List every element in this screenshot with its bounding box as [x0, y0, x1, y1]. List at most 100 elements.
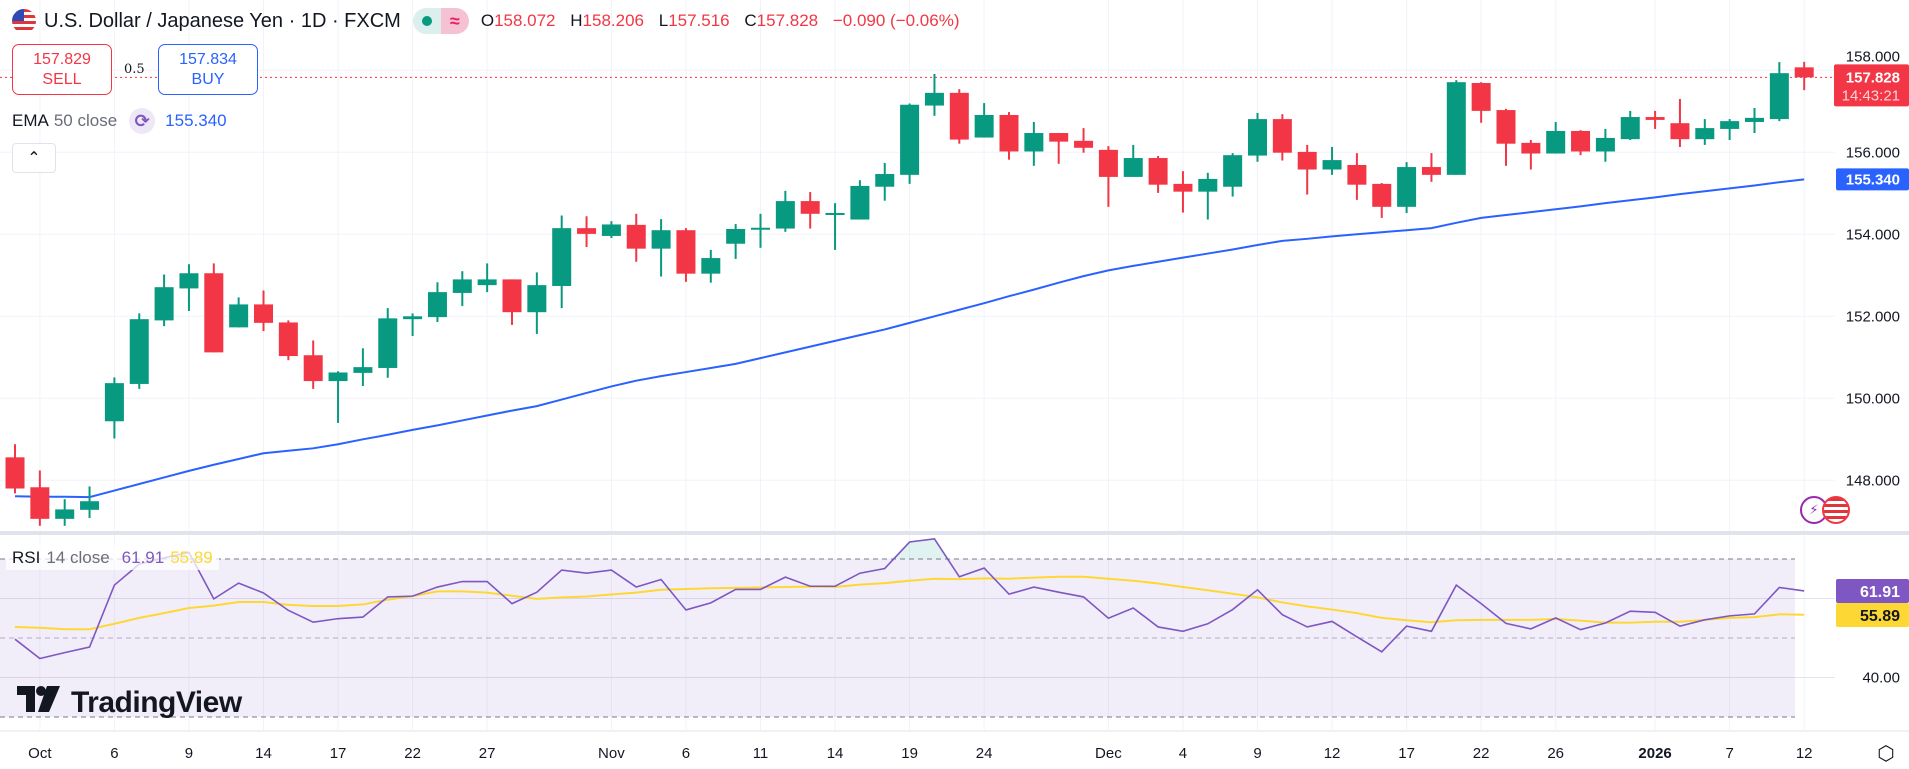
- candle-body: [1670, 123, 1690, 140]
- pane-separator: [0, 531, 1909, 535]
- candle-body: [1098, 149, 1118, 177]
- buy-price: 157.834: [179, 50, 237, 68]
- candle: [527, 272, 547, 334]
- symbol-title[interactable]: U.S. Dollar / Japanese Yen · 1D · FXCM: [44, 9, 401, 32]
- candle: [552, 215, 572, 309]
- market-status-badge[interactable]: ≈: [412, 8, 469, 34]
- candle-body: [1074, 140, 1094, 148]
- candle: [701, 249, 721, 283]
- open-label: O: [480, 11, 495, 30]
- candle: [601, 221, 621, 238]
- candle-body: [900, 104, 920, 175]
- candle: [129, 313, 149, 389]
- settings-icon[interactable]: ⬡: [1877, 742, 1895, 765]
- rsi-value-label: 61.91: [1860, 584, 1900, 601]
- high-value: 158.206: [582, 11, 644, 30]
- candle-body: [353, 367, 373, 373]
- candle-body: [875, 174, 895, 187]
- candle: [1198, 172, 1218, 220]
- last-price-label-bg: [1834, 64, 1909, 107]
- candle-body: [1521, 142, 1541, 154]
- time-tick-label: 17: [330, 745, 347, 762]
- candle: [1173, 171, 1193, 213]
- candle: [1546, 121, 1566, 154]
- candle-body: [626, 224, 646, 249]
- candle: [427, 282, 447, 323]
- candle: [1049, 133, 1069, 164]
- candle-body: [5, 457, 25, 489]
- candle: [1595, 128, 1615, 162]
- tradingview-logo[interactable]: TradingView: [17, 686, 242, 720]
- candle-body: [1049, 133, 1069, 142]
- tradingview-logo-text: TradingView: [71, 686, 242, 719]
- time-tick-label: 14: [255, 745, 272, 762]
- candle: [5, 444, 25, 494]
- candle: [974, 103, 994, 138]
- rsi-name: RSI: [12, 548, 41, 567]
- time-tick-label: 19: [901, 745, 918, 762]
- candle: [1347, 153, 1367, 200]
- collapse-legend-button[interactable]: ⌃: [12, 143, 56, 173]
- candle-body: [129, 319, 149, 384]
- candle: [502, 279, 522, 325]
- ema-legend[interactable]: EMA 50 close ⟳ 155.340: [12, 108, 227, 134]
- candle-body: [204, 273, 224, 353]
- price-tick-label: 158.000: [1846, 48, 1900, 65]
- time-tick-label: 22: [404, 745, 421, 762]
- ema-price-label: 155.340: [1846, 171, 1900, 188]
- time-tick-label: 24: [976, 745, 993, 762]
- candle: [1248, 112, 1267, 162]
- candle-body: [1024, 133, 1044, 152]
- ema-series: [14, 178, 1805, 499]
- candle: [204, 263, 224, 353]
- candle: [328, 371, 348, 423]
- candle-body: [1471, 83, 1491, 111]
- candle: [1695, 119, 1715, 145]
- candle: [278, 320, 298, 361]
- candle-body: [328, 372, 348, 382]
- green-dot-icon: [412, 8, 441, 34]
- candle: [924, 73, 944, 116]
- candle-body: [601, 224, 621, 236]
- candle: [1745, 108, 1764, 134]
- candle: [353, 348, 373, 386]
- candle-body: [726, 228, 746, 244]
- candle-body: [1173, 183, 1193, 192]
- rsi-value: 61.91: [121, 548, 165, 567]
- candle-body: [1571, 130, 1591, 152]
- buy-button[interactable]: 157.834 BUY: [158, 44, 258, 95]
- candle-body: [1794, 67, 1814, 78]
- price-tick-label: 150.000: [1846, 390, 1900, 407]
- ema-params: 50 close: [53, 111, 118, 130]
- candle-body: [825, 212, 845, 215]
- candle-body: [1645, 117, 1665, 120]
- candle-body: [1720, 121, 1740, 129]
- candle-body: [179, 273, 199, 289]
- axes: 158.000 156.000 154.000 152.000 150.000 148.0…: [28, 48, 1909, 762]
- price-tick-label: 152.000: [1846, 308, 1900, 325]
- change-value: −0.090 (−0.06%): [832, 11, 960, 30]
- rsi-ma-label: 55.89: [1860, 608, 1900, 625]
- candle: [1521, 140, 1541, 170]
- ohlc-legend: O158.072 H158.206 L157.516 C157.828 −0.0…: [481, 11, 970, 31]
- us-flag-icon: [12, 9, 36, 33]
- us-flag-event-icon[interactable]: [1822, 496, 1850, 524]
- time-tick-label: Dec: [1095, 745, 1122, 762]
- candle: [1098, 146, 1118, 207]
- rsi-legend[interactable]: RSI 14 close 61.91 55.89: [6, 546, 219, 570]
- candle: [850, 180, 870, 220]
- sell-button[interactable]: 157.829 SELL: [12, 44, 112, 95]
- candle: [1794, 61, 1814, 91]
- close-value: 157.828: [756, 11, 819, 30]
- rsi-ma-label-bg: [1836, 602, 1909, 627]
- time-tick-label: 17: [1398, 745, 1415, 762]
- candle: [1372, 183, 1392, 218]
- countdown-label: 14:43:21: [1842, 87, 1900, 104]
- time-tick-label: 4: [1179, 745, 1187, 762]
- low-label: L: [658, 11, 669, 30]
- candle: [726, 224, 746, 259]
- close-label: C: [744, 11, 757, 30]
- time-tick-label: 9: [1253, 745, 1261, 762]
- refresh-icon[interactable]: ⟳: [129, 108, 156, 134]
